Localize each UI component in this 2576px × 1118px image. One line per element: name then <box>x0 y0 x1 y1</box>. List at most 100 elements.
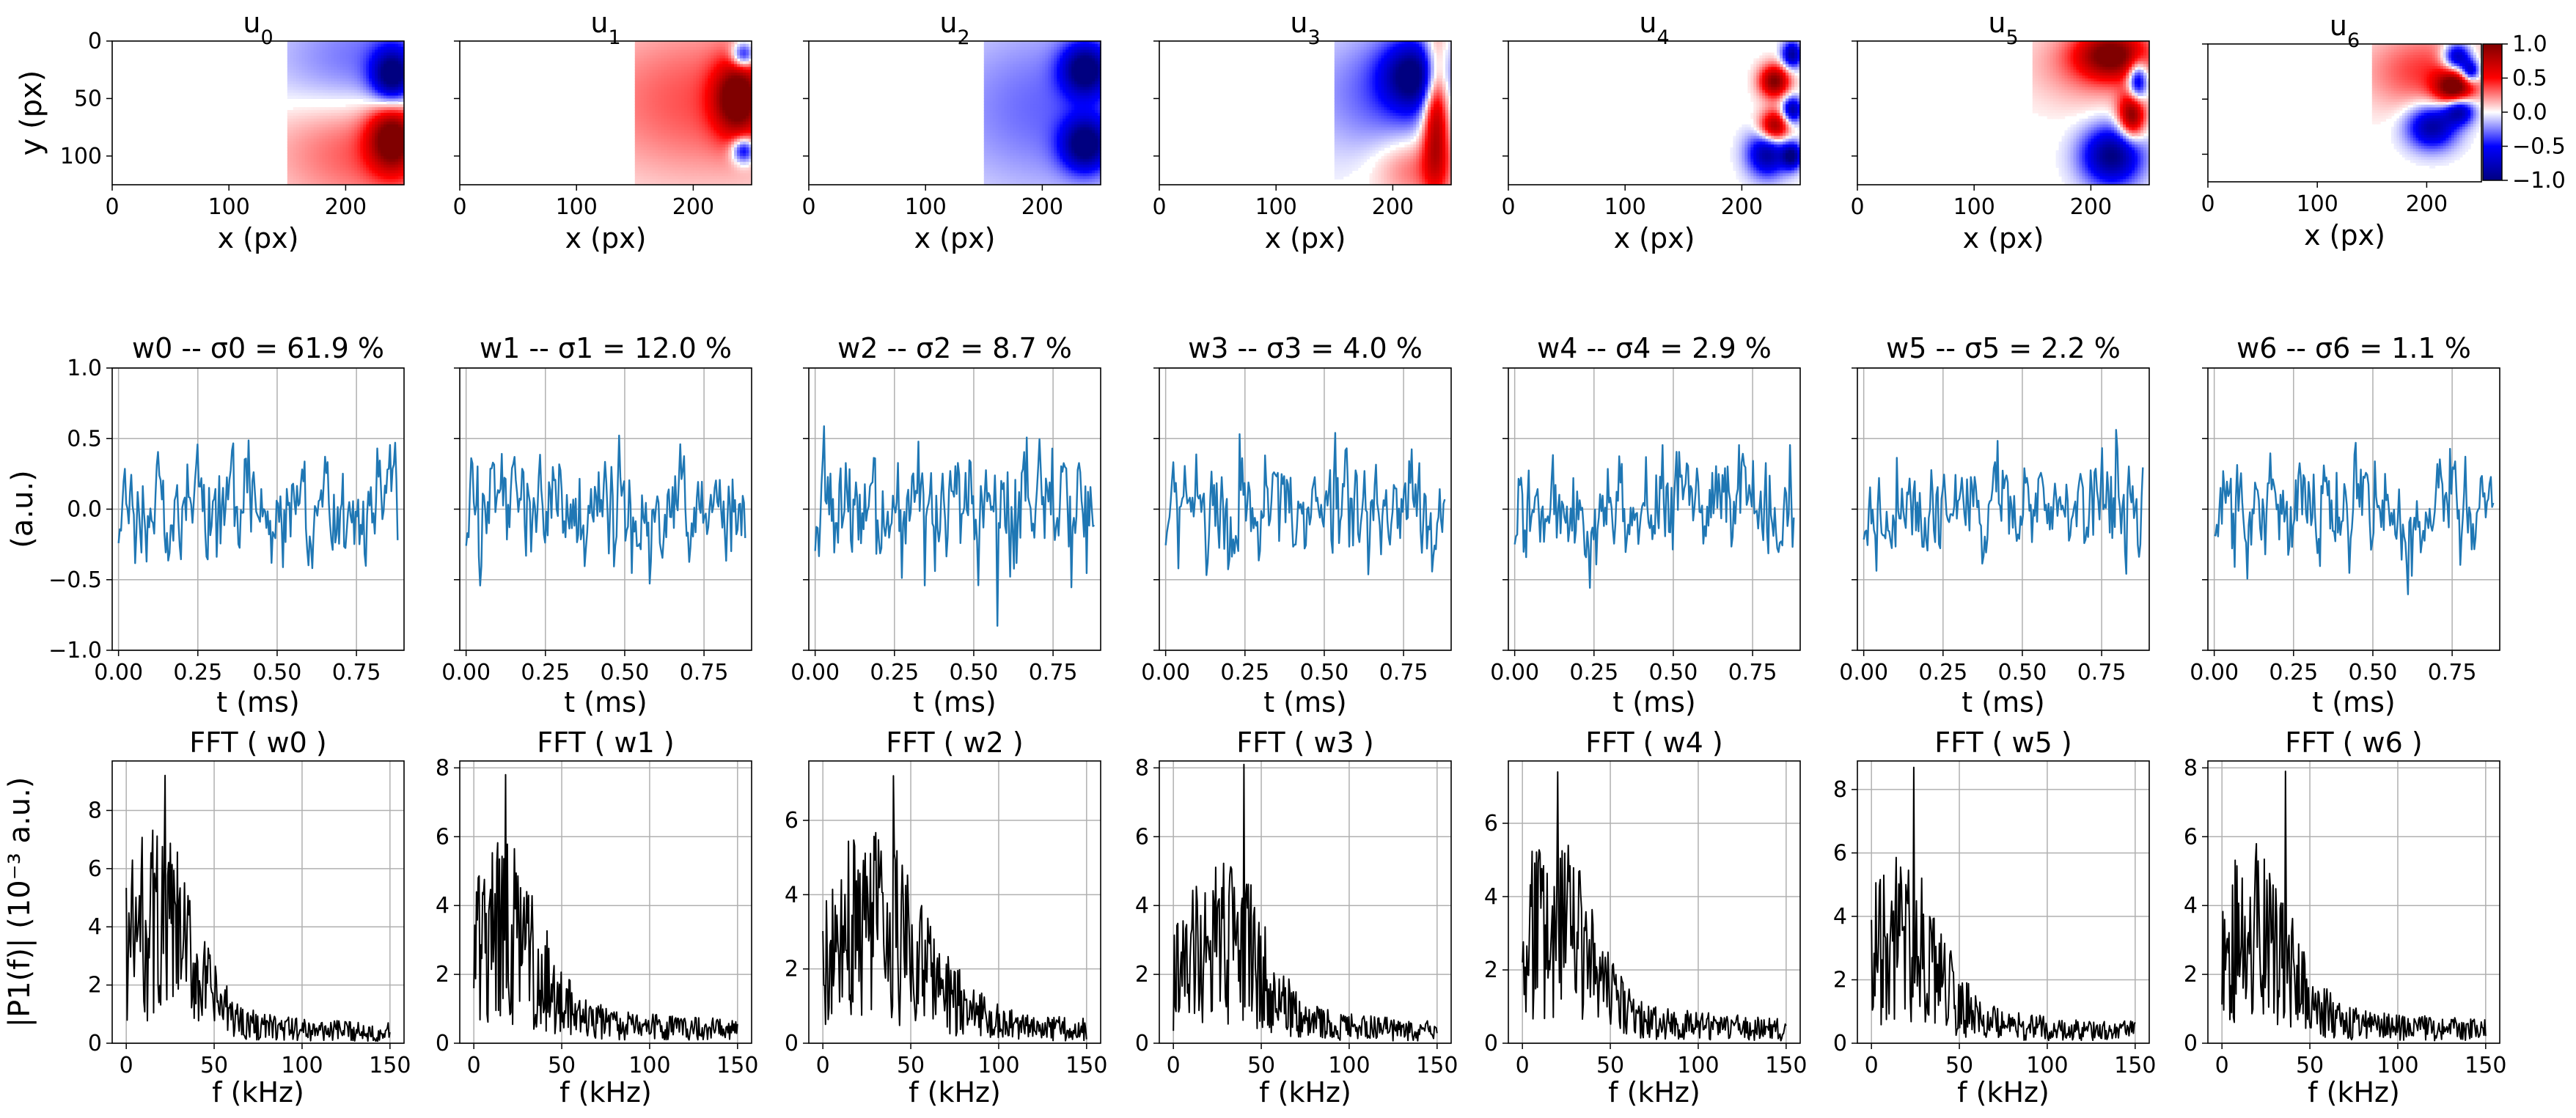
heatmap-cell <box>646 87 650 91</box>
heatmap-cell <box>746 133 749 136</box>
heatmap-cell <box>366 52 370 56</box>
heatmap-cell <box>357 170 361 174</box>
heatmap-cell <box>325 55 329 59</box>
heatmap-cell <box>708 41 711 45</box>
heatmap-cell <box>398 161 402 166</box>
heatmap-cell <box>658 92 662 97</box>
heatmap-cell <box>690 164 694 169</box>
heatmap-cell <box>325 118 329 122</box>
heatmap-cell <box>351 78 355 82</box>
heatmap-cell <box>307 64 312 67</box>
heatmap-cell <box>296 176 300 180</box>
heatmap-cell <box>998 150 1002 154</box>
heatmap-cell <box>989 121 994 125</box>
heatmap-cell <box>708 87 711 91</box>
heatmap-cell <box>667 98 671 102</box>
heatmap-cell <box>304 110 309 114</box>
heatmap-cell <box>1013 52 1017 56</box>
heatmap-cell <box>1030 92 1035 97</box>
heatmap-cell <box>722 124 726 128</box>
heatmap-cell <box>637 164 642 169</box>
heatmap-cell <box>749 64 752 67</box>
heatmap-cell <box>690 76 694 79</box>
heatmap-cell <box>719 64 723 67</box>
heatmap-cell <box>699 150 702 154</box>
heatmap-cell <box>725 81 729 85</box>
heatmap-cell <box>1027 110 1032 114</box>
heatmap-cell <box>378 70 381 73</box>
heatmap-cell <box>296 127 300 131</box>
heatmap-cell <box>992 130 997 134</box>
heatmap-cell <box>1021 136 1026 139</box>
heatmap-cell <box>646 81 650 85</box>
heatmap-cell <box>713 158 717 163</box>
heatmap-cell <box>655 136 659 139</box>
heatmap-cell <box>702 182 705 185</box>
heatmap-cell <box>1019 67 1023 70</box>
heatmap-cell <box>699 43 702 48</box>
heatmap-cell <box>392 118 396 122</box>
heatmap-cell <box>316 161 320 166</box>
timeseries-title-5: w5 -- σ5 = 2.2 % <box>1886 332 2121 364</box>
heatmap-cell <box>992 176 997 180</box>
heatmap-cell <box>369 107 373 111</box>
heatmap-cell <box>1027 179 1032 183</box>
heatmap-cell <box>664 64 668 67</box>
heatmap-cell <box>331 61 335 65</box>
heatmap-cell <box>1019 113 1023 117</box>
heatmap-cell <box>307 121 312 125</box>
heatmap-cell <box>699 52 702 56</box>
heatmap-cell <box>734 67 738 70</box>
heatmap-cell <box>693 152 697 157</box>
heatmap-cell <box>319 179 323 183</box>
heatmap-cell <box>384 61 387 65</box>
heatmap-cell <box>389 55 393 59</box>
heatmap-cell <box>1030 73 1035 76</box>
heatmap-cell <box>363 104 367 108</box>
heatmap-cell <box>649 158 653 163</box>
heatmap-cell <box>634 58 639 62</box>
heatmap-cell <box>725 173 729 177</box>
heatmap-cell <box>649 136 653 139</box>
heatmap-cell <box>296 70 300 73</box>
heatmap-cell <box>743 49 746 54</box>
heatmap-cell <box>334 43 338 48</box>
heatmap-cell <box>316 70 320 73</box>
heatmap-cell <box>307 113 312 117</box>
heatmap-cell <box>342 49 346 54</box>
heatmap-cell <box>384 179 387 183</box>
heatmap-cell <box>696 158 700 163</box>
heatmap-cell <box>711 150 714 154</box>
heatmap-cell <box>705 58 708 62</box>
heatmap-cell <box>992 127 997 131</box>
heatmap-cell <box>1036 179 1041 183</box>
heatmap-cell <box>357 76 361 79</box>
heatmap-cell <box>290 136 294 139</box>
heatmap-cell <box>389 89 393 94</box>
heatmap-cell <box>687 127 691 131</box>
heatmap-cell <box>1033 55 1038 59</box>
heatmap-cell <box>366 43 370 48</box>
heatmap-cell <box>649 58 653 62</box>
heatmap-cell <box>1024 81 1029 85</box>
heatmap-cell <box>1036 113 1041 117</box>
heatmap-cell <box>1001 73 1005 76</box>
heatmap-cell <box>705 121 708 125</box>
heatmap-cell <box>369 46 373 51</box>
heatmap-cell <box>381 89 384 94</box>
heatmap-cell <box>345 52 349 56</box>
heatmap-cell <box>319 176 323 180</box>
heatmap-cell <box>1010 58 1014 62</box>
heatmap-cell <box>375 107 378 111</box>
heatmap-cell <box>652 127 656 131</box>
heatmap-cell <box>348 73 352 76</box>
heatmap-cell <box>345 118 349 122</box>
heatmap-cell <box>998 133 1002 136</box>
heatmap-cell <box>307 76 312 79</box>
heatmap-cell <box>395 176 399 180</box>
heatmap-cell <box>661 136 665 139</box>
heatmap-cell <box>746 89 749 94</box>
heatmap-cell <box>345 55 349 59</box>
heatmap-cell <box>351 41 355 45</box>
heatmap-cell <box>661 141 665 145</box>
